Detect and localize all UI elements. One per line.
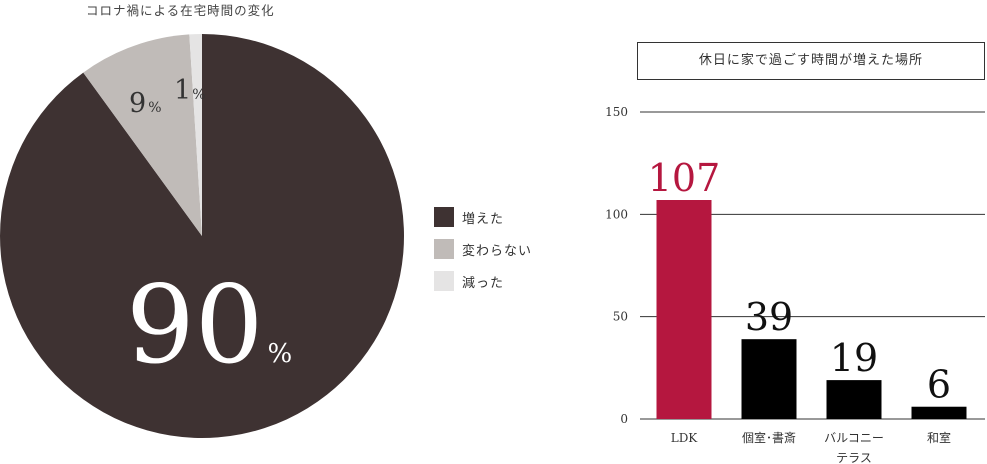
- legend-swatch-increased: [434, 207, 454, 227]
- legend-item-decreased: 減った: [434, 271, 532, 291]
- y-tick-label: 100: [605, 207, 628, 221]
- x-category-label: 個室･書斎: [742, 430, 796, 445]
- bar: [911, 406, 967, 419]
- legend-item-unchanged: 変わらない: [434, 239, 532, 259]
- legend-item-increased: 増えた: [434, 207, 532, 227]
- pie-label-decreased: 1%: [174, 75, 206, 106]
- y-tick-label: 50: [613, 310, 628, 324]
- pie-legend: 増えた 変わらない 減った: [434, 207, 532, 303]
- bar-value-label: 19: [830, 336, 878, 380]
- legend-label-decreased: 減った: [462, 275, 505, 291]
- x-category-label: バルコニーテラス: [824, 431, 884, 464]
- pie-slice-increased: [0, 34, 404, 438]
- legend-label-unchanged: 変わらない: [462, 243, 533, 259]
- legend-label-increased: 増えた: [462, 211, 505, 227]
- y-tick-label: 0: [620, 412, 628, 426]
- legend-swatch-decreased: [434, 271, 454, 291]
- bar-value-label: 107: [648, 156, 721, 200]
- legend-swatch-unchanged: [434, 239, 454, 259]
- y-tick-label: 150: [605, 105, 628, 119]
- bar: [656, 200, 712, 419]
- bar-value-label: 39: [745, 295, 793, 339]
- pie-label-increased: 90%: [126, 263, 292, 388]
- bar-chart-title: 休日に家で過ごす時間が増えた場所: [637, 42, 985, 80]
- x-category-label: 和室: [927, 430, 951, 445]
- pie-slice-unchanged: [83, 34, 202, 236]
- x-category-label: LDK: [671, 431, 699, 445]
- bar-value-label: 6: [927, 363, 951, 407]
- pie-label-unchanged: 9%: [129, 88, 162, 119]
- bar: [826, 380, 882, 419]
- pie-slice-decreased: [189, 34, 202, 236]
- bar: [741, 339, 797, 419]
- pie-chart-title: コロナ禍による在宅時間の変化: [86, 3, 275, 18]
